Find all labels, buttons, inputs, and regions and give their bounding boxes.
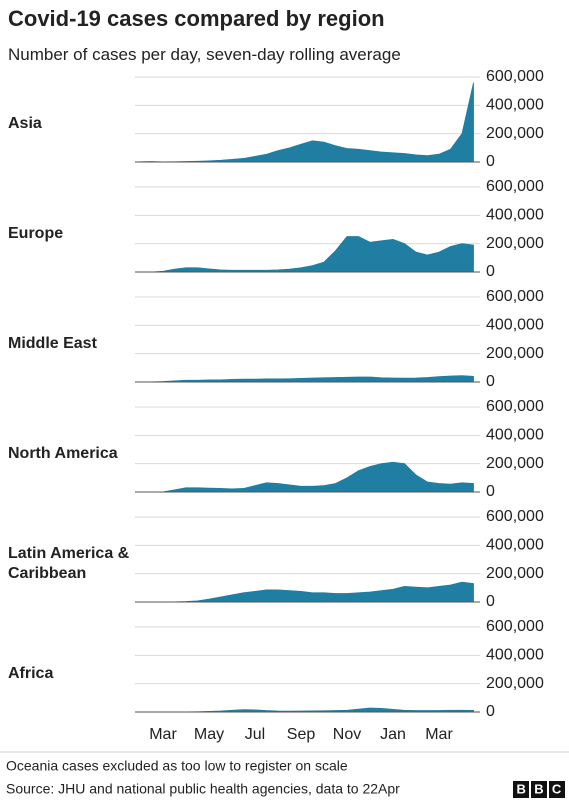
source: Source: JHU and national public health a… xyxy=(6,781,400,797)
y-tick-label: 400,000 xyxy=(486,97,544,114)
area xyxy=(140,236,474,273)
x-tick-label: May xyxy=(194,726,224,743)
y-tick-label: 200,000 xyxy=(486,235,544,252)
logo: BBC xyxy=(517,781,569,796)
area xyxy=(139,375,474,383)
panel-title: Europe xyxy=(8,225,64,242)
y-tick-label: 600,000 xyxy=(486,68,544,85)
y-tick-label: 0 xyxy=(486,373,495,390)
panel-title: North America xyxy=(8,445,118,462)
y-tick-label: 0 xyxy=(486,263,495,280)
area xyxy=(139,82,474,163)
x-tick-label: Mar xyxy=(149,726,177,743)
y-tick-label: 400,000 xyxy=(486,427,544,444)
chart-title: Covid-19 cases compared by region xyxy=(8,6,385,31)
area xyxy=(140,707,474,713)
area xyxy=(140,581,474,603)
y-tick-label: 200,000 xyxy=(486,125,544,142)
y-tick-label: 0 xyxy=(486,593,495,610)
x-tick-label: Nov xyxy=(333,726,361,743)
panel-title: Asia xyxy=(8,115,42,132)
panel-title: Africa xyxy=(8,665,54,682)
x-tick-label: Jan xyxy=(380,726,406,743)
y-tick-label: 600,000 xyxy=(486,398,544,415)
y-tick-label: 600,000 xyxy=(486,618,544,635)
x-tick-label: Mar xyxy=(425,726,453,743)
y-tick-label: 200,000 xyxy=(486,565,544,582)
panel-title: Middle East xyxy=(8,335,97,352)
logo-box xyxy=(513,781,529,798)
y-tick-label: 400,000 xyxy=(486,537,544,554)
y-tick-label: 200,000 xyxy=(486,675,544,692)
y-tick-label: 400,000 xyxy=(486,647,544,664)
y-tick-label: 400,000 xyxy=(486,207,544,224)
logo-box xyxy=(549,781,565,798)
y-tick-label: 400,000 xyxy=(486,317,544,334)
y-tick-label: 600,000 xyxy=(486,178,544,195)
y-tick-label: 600,000 xyxy=(486,288,544,305)
x-tick-label: Sep xyxy=(287,726,316,743)
y-tick-label: 600,000 xyxy=(486,508,544,525)
y-tick-label: 0 xyxy=(486,153,495,170)
y-tick-label: 200,000 xyxy=(486,455,544,472)
y-tick-label: 200,000 xyxy=(486,345,544,362)
y-tick-label: 0 xyxy=(486,483,495,500)
y-tick-label: 0 xyxy=(486,703,495,720)
area xyxy=(140,461,474,493)
x-tick-label: Jul xyxy=(245,726,265,743)
logo-box xyxy=(531,781,547,798)
note: Oceania cases excluded as too low to reg… xyxy=(6,758,348,774)
chart-subtitle: Number of cases per day, seven-day rolli… xyxy=(8,45,401,64)
panel-title: Latin America & Caribbean xyxy=(8,545,130,582)
